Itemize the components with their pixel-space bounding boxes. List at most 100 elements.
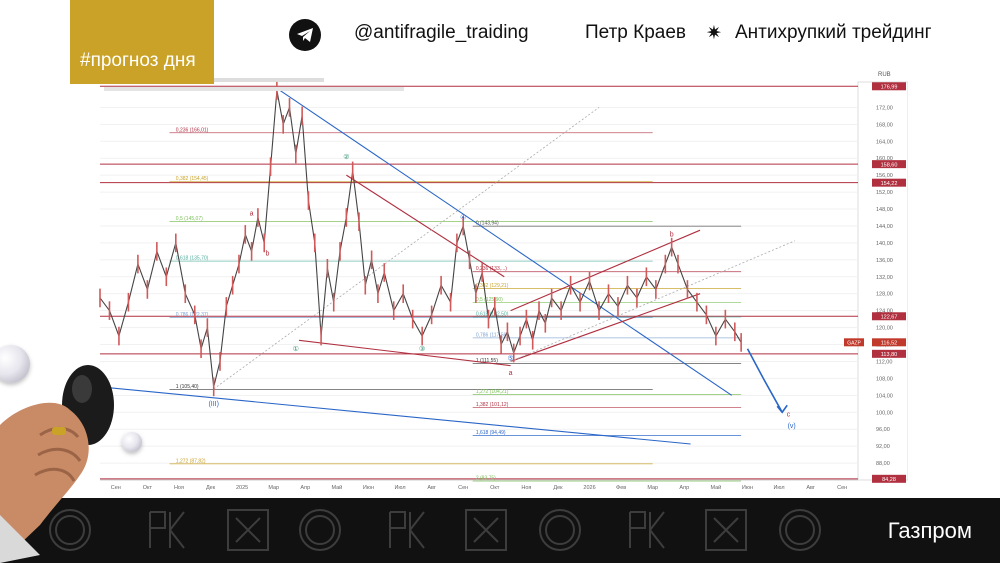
ticker-badge	[844, 338, 864, 347]
brand-name: Антихрупкий трейдинг	[735, 22, 932, 43]
price-label: 113,80	[881, 352, 897, 358]
trendline	[279, 90, 732, 396]
trendline	[346, 174, 505, 278]
y-tick-label: 164,00	[876, 139, 893, 145]
price-label-box	[872, 82, 906, 91]
y-tick-label: 92,00	[876, 444, 890, 450]
x-tick-label: Май	[710, 484, 721, 491]
price-label: 154,22	[881, 181, 898, 187]
fib-level-label: 1 (105,40)	[176, 384, 199, 390]
fib-level-label: 1 (111,55)	[476, 358, 498, 364]
y-tick-label: 108,00	[876, 376, 893, 382]
y-tick-label: 156,00	[876, 173, 893, 179]
y-tick-label: 136,00	[876, 258, 893, 264]
star-burst-icon: ✷	[706, 23, 722, 44]
price-label-box	[872, 160, 906, 169]
x-tick-label: Авг	[806, 485, 815, 491]
footer-band	[0, 498, 1000, 563]
fib-level-label: 0 (143,94)	[476, 221, 499, 227]
wave-label: (v)	[788, 423, 796, 430]
fib-level-label: 1,382 (101,12)	[476, 402, 509, 408]
x-tick-label: Ноя	[174, 485, 184, 491]
x-tick-label: Фев	[616, 485, 626, 491]
price-label: 84,28	[882, 477, 896, 483]
x-tick-label: Сен	[837, 485, 847, 491]
x-tick-label: Июн	[363, 485, 374, 491]
fib-level-label: 0,236 (166,01)	[176, 127, 209, 133]
forecast-arrow-head	[776, 404, 788, 414]
price-label-box	[872, 474, 906, 483]
x-tick-label: Май	[331, 484, 342, 491]
y-tick-label: 172,00	[876, 105, 893, 111]
y-tick-label: 104,00	[876, 393, 893, 399]
author-name: Петр Краев	[585, 22, 687, 43]
fib-level-label: 0,382 (129,21)	[476, 283, 509, 289]
price-label: 122,67	[881, 315, 898, 321]
wave-label: a	[250, 210, 254, 217]
wave-label: b	[670, 232, 674, 239]
x-tick-label: Мар	[647, 485, 658, 491]
fib-level-label: 0,382 (154,45)	[176, 176, 209, 182]
price-label: 176,99	[881, 85, 898, 91]
wave-label: ②	[343, 153, 349, 161]
laurel-wreath-icon	[49, 509, 91, 551]
forecast-arrow-line	[746, 348, 783, 413]
trendline	[510, 229, 701, 312]
channel-handle[interactable]: @antifragile_traiding	[354, 22, 529, 43]
y-tick-label: 144,00	[876, 224, 893, 230]
fib-level-label: 1,272 (104,21)	[476, 389, 509, 395]
hand-illustration	[0, 365, 114, 563]
pearl-decoration	[122, 432, 142, 452]
x-tick-label: Окт	[490, 485, 500, 491]
y-tick-label: 152,00	[876, 190, 893, 196]
y-tick-label: 160,00	[876, 156, 893, 162]
price-label-box	[872, 349, 906, 358]
y-tick-label: 100,00	[876, 410, 893, 416]
y-tick-label: 96,00	[876, 427, 890, 433]
trendline	[99, 386, 691, 445]
wave-label: ①	[293, 345, 299, 353]
laurel-wreath-icon	[539, 509, 581, 551]
x-tick-label: Июл	[773, 485, 784, 491]
telegram-icon[interactable]	[289, 19, 321, 51]
wave-label: b	[265, 251, 269, 258]
x-tick-label: Авг	[427, 485, 436, 491]
header-bar: #прогноз дня @antifragile_traiding Петр …	[0, 0, 1000, 84]
monogram-pk-icon	[149, 511, 185, 549]
x-tick-label: Июн	[742, 485, 753, 491]
x-tick-label: Апр	[679, 485, 689, 491]
y-tick-label: 124,00	[876, 309, 893, 315]
wave-label: ③	[419, 345, 425, 353]
price-chart[interactable]: RUB 88,00 92,00 96,00 100,00 104,00 108,00 112,…	[96, 60, 908, 498]
tag-box: #прогноз дня	[70, 0, 214, 84]
price-label-box	[872, 178, 906, 187]
y-tick-label: 148,00	[876, 207, 893, 213]
laurel-wreath-icon	[299, 509, 341, 551]
y-tick-label: 128,00	[876, 292, 893, 298]
y-tick-label: 112,00	[876, 359, 892, 365]
chart-canvas[interactable]: RUB 88,00 92,00 96,00 100,00 104,00 108,00 112,…	[96, 60, 908, 498]
y-tick-label: 120,00	[876, 326, 893, 332]
x-tick-label: Сен	[458, 485, 468, 491]
wave-label: ⑤	[507, 355, 513, 363]
price-axis-panel	[857, 81, 908, 481]
trendline	[510, 293, 701, 362]
y-tick-label: 132,00	[876, 275, 893, 281]
trendline	[510, 240, 795, 362]
fib-level-label: 1,272 (87,82)	[176, 458, 206, 464]
currency-label: RUB	[878, 72, 891, 78]
x-tick-label: Апр	[300, 485, 310, 491]
chart-info-header	[100, 74, 580, 96]
x-tick-label: Ноя	[521, 485, 531, 491]
x-tick-label: 2026	[583, 485, 595, 491]
price-label-box	[872, 338, 906, 347]
ticker-title: Газпром	[887, 518, 972, 543]
monogram-pk-icon	[389, 511, 425, 549]
x-tick-label: Дек	[553, 485, 563, 491]
y-tick-label: 140,00	[876, 241, 893, 247]
trendline	[298, 339, 511, 367]
framed-monogram-icon	[705, 509, 747, 551]
fib-level-label: 0,786 (117,56)	[476, 332, 508, 338]
wave-label: c	[787, 411, 791, 418]
fib-level-label: 0,618 (135,70)	[176, 256, 209, 262]
